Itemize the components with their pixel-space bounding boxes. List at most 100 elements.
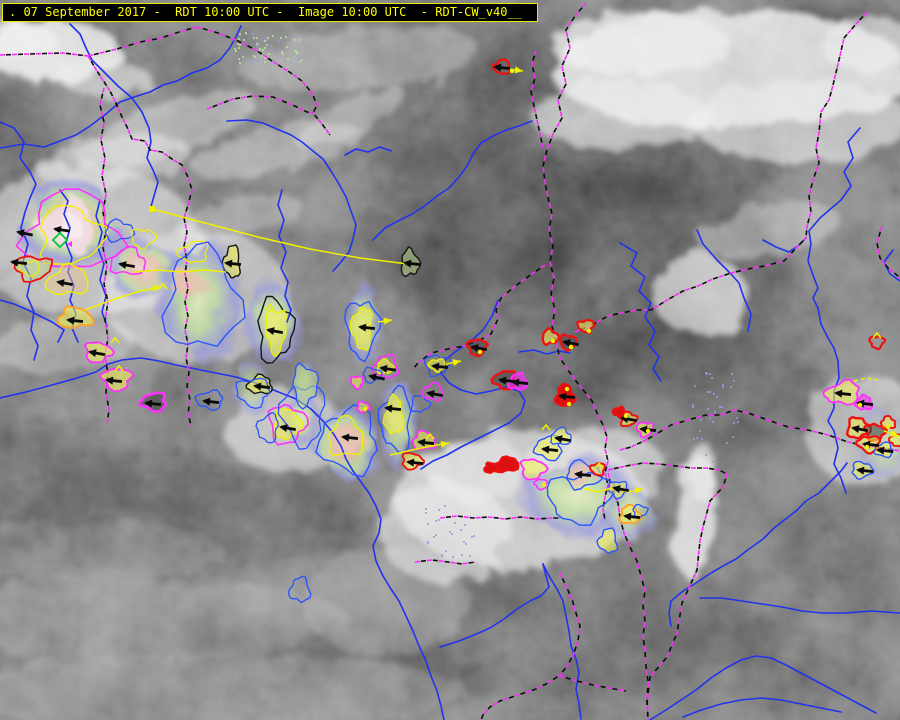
storm-cell-contour: [421, 381, 444, 402]
cirrus-speckle: [264, 47, 266, 49]
motion-arrow-head: [431, 362, 440, 371]
cell-dot: [645, 428, 651, 434]
cirrus-speckle: [733, 380, 735, 382]
storm-cell-contour: [349, 375, 365, 390]
cirrus-speckle: [261, 55, 263, 57]
storm-cell-contour: [382, 393, 405, 435]
chevron-marker: [541, 423, 551, 431]
storm-cell-contour: [267, 403, 309, 446]
storm-cell-contour: [490, 58, 512, 75]
cirrus-speckle: [709, 417, 711, 419]
motion-arrow-head: [493, 63, 502, 72]
cirrus-speckle: [433, 536, 435, 538]
track-arrowhead: [440, 440, 449, 448]
storm-cell-contour: [546, 471, 616, 526]
cirrus-speckle: [732, 436, 734, 438]
storm-cell-contour: [257, 295, 297, 364]
storm-cell-contour: [56, 305, 95, 330]
cirrus-speckle: [298, 58, 300, 60]
country-border-magenta: [87, 55, 193, 426]
cirrus-speckle: [719, 406, 721, 408]
cirrus-speckle: [264, 61, 266, 63]
cirrus-speckle: [253, 37, 255, 39]
cirrus-speckle: [460, 529, 462, 531]
cirrus-speckle: [722, 384, 724, 386]
cirrus-speckle: [296, 52, 298, 54]
cirrus-speckle: [292, 36, 294, 38]
cirrus-speckle: [287, 58, 289, 60]
cirrus-speckle: [711, 377, 713, 379]
cirrus-speckle: [243, 39, 245, 41]
cirrus-speckle: [268, 53, 270, 55]
motion-arrow-head: [202, 397, 211, 406]
cirrus-speckle: [464, 524, 466, 526]
cirrus-speckle: [294, 50, 296, 52]
storm-cell-contour: [328, 415, 364, 456]
cirrus-speckle: [696, 437, 698, 439]
storm-cell-contour: [15, 188, 129, 268]
cirrus-speckle: [461, 554, 463, 556]
cirrus-speckle: [726, 442, 728, 444]
motion-arrow-head: [105, 376, 114, 385]
storm-cell-contour: [292, 362, 320, 410]
motion-arrow-head: [406, 458, 415, 467]
cirrus-speckle: [712, 421, 714, 423]
motion-arrow-head: [10, 258, 19, 267]
country-border-magenta: [206, 95, 331, 136]
motion-arrow-head: [16, 229, 25, 238]
cell-dot: [541, 482, 547, 488]
storm-cell-contour: [235, 377, 271, 410]
cirrus-speckle: [731, 373, 733, 375]
storm-cell-contour: [362, 366, 383, 384]
storm-cell-contour: [138, 391, 168, 413]
country-border-black: [559, 675, 627, 692]
cirrus-speckle: [471, 536, 473, 538]
motion-arrow-head: [144, 399, 153, 408]
magenta-tick-marker: [67, 241, 72, 247]
river-line: [696, 229, 752, 332]
track-arrowhead: [634, 487, 643, 494]
country-border-magenta: [412, 264, 546, 370]
cell-dot: [362, 406, 368, 412]
cold-core: [333, 427, 367, 452]
cirrus-speckle: [280, 37, 282, 39]
cirrus-speckle: [256, 37, 258, 39]
cirrus-speckle: [722, 386, 724, 388]
motion-arrow-head: [511, 378, 520, 387]
motion-arrow-head: [118, 261, 127, 269]
storm-cell-contour: [175, 240, 209, 264]
cirrus-speckle: [425, 508, 427, 510]
cirrus-speckle: [438, 509, 440, 511]
river-line: [0, 121, 39, 361]
track-line: [132, 269, 227, 273]
cirrus-speckle: [736, 417, 738, 419]
cirrus-speckle: [278, 40, 280, 42]
cirrus-speckle: [281, 51, 283, 53]
motion-arrow-head: [851, 425, 860, 433]
storm-cell-contour: [596, 527, 619, 554]
motion-arrow-head: [368, 373, 377, 382]
storm-cell-contour: [255, 411, 279, 444]
chevron-marker: [872, 331, 882, 339]
cell-dot: [477, 349, 483, 355]
motion-arrow-head: [426, 390, 435, 398]
cirrus-speckle: [239, 44, 241, 46]
storm-cell-contour: [288, 575, 312, 604]
cirrus-speckle: [438, 519, 440, 521]
motion-arrow-head: [623, 512, 632, 521]
cirrus-speckle: [252, 61, 254, 63]
cirrus-speckle: [254, 56, 256, 58]
motion-arrow-head: [253, 382, 262, 391]
cirrus-speckle: [294, 39, 296, 41]
cirrus-speckle: [245, 32, 247, 34]
cirrus-speckle: [452, 556, 454, 558]
river-line: [277, 189, 292, 323]
chevron-marker: [594, 461, 604, 469]
cirrus-speckle: [707, 391, 709, 393]
cirrus-speckle: [699, 430, 701, 432]
motion-arrow-head: [856, 466, 865, 475]
river-line: [668, 462, 848, 627]
storm-cell-contour: [44, 262, 89, 296]
cirrus-speckle: [301, 59, 303, 61]
